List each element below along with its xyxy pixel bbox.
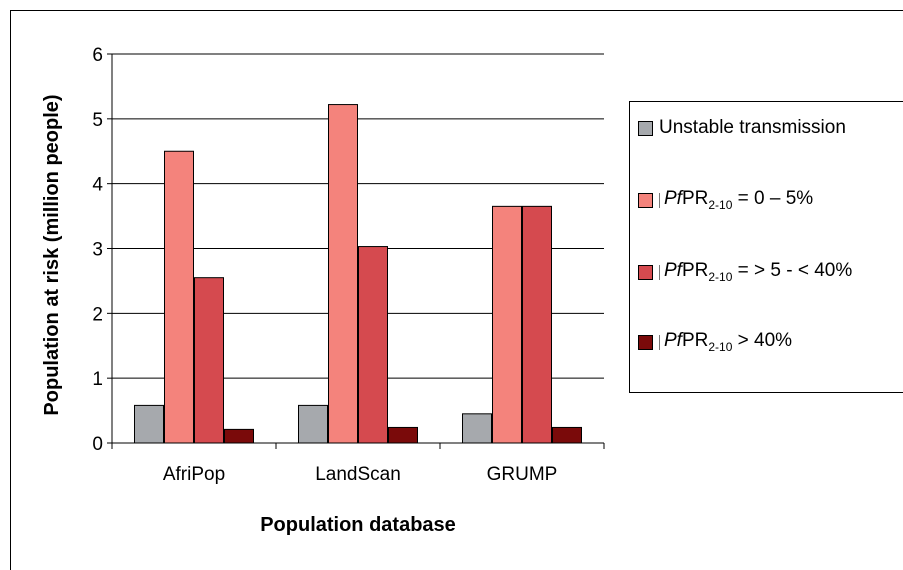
legend-label: PfPR2-10 = 0 – 5% <box>664 188 814 212</box>
separator-mark <box>659 264 660 280</box>
legend-label: Unstable transmission <box>659 117 846 138</box>
y-axis-label: Population at risk (million people) <box>41 94 63 415</box>
legend-swatch <box>638 264 653 280</box>
bar-landscan-series-3 <box>358 246 388 444</box>
legend-item: PfPR2-10 = 0 – 5% <box>638 188 813 212</box>
y-tick-label: 4 <box>92 175 103 196</box>
bar-landscan-series-2 <box>328 104 358 444</box>
y-tick-label: 5 <box>92 110 103 131</box>
bars <box>134 104 582 444</box>
legend-swatch <box>638 120 653 136</box>
bar-grump-series-4 <box>552 426 582 444</box>
y-tick-label: 6 <box>92 45 103 66</box>
chart-frame <box>10 10 903 570</box>
y-tick-label: 1 <box>92 369 103 390</box>
y-tick-label: 2 <box>92 304 103 325</box>
y-tick-label: 0 <box>92 434 103 455</box>
bar-afripop-series-1 <box>134 404 164 444</box>
x-axis-label: Population database <box>260 514 456 536</box>
bar-grump-series-1 <box>462 413 492 444</box>
bar-landscan-series-1 <box>298 404 328 444</box>
x-tick-label: LandScan <box>315 464 401 485</box>
axes <box>107 53 605 449</box>
x-tick-label: GRUMP <box>487 464 558 485</box>
x-tick-labels: AfriPop LandScan GRUMP <box>163 464 558 485</box>
bar-landscan-series-4 <box>388 426 418 444</box>
legend-item: PfPR2-10 > 40% <box>638 330 792 354</box>
legend-swatch <box>638 192 653 208</box>
bar-grump-series-3 <box>522 205 552 444</box>
bar-afripop-series-3 <box>194 277 224 444</box>
separator-mark <box>659 192 660 208</box>
legend-label: PfPR2-10 = > 5 - < 40% <box>664 260 853 284</box>
y-tick-labels: 0 1 2 3 4 5 6 <box>92 45 103 455</box>
bar-afripop-series-2 <box>164 150 194 444</box>
y-tick-label: 3 <box>92 240 103 261</box>
separator-mark <box>659 334 660 350</box>
x-tick-label: AfriPop <box>163 464 225 485</box>
legend-swatch <box>638 334 653 350</box>
legend-item: PfPR2-10 = > 5 - < 40% <box>638 260 852 284</box>
legend-item: Unstable transmission <box>638 116 846 140</box>
legend-label: PfPR2-10 > 40% <box>664 330 793 354</box>
bar-afripop-series-4 <box>224 428 254 444</box>
legend: Unstable transmission PfPR2-10 = 0 – 5% Pf… <box>629 101 903 393</box>
bar-grump-series-2 <box>492 205 522 444</box>
